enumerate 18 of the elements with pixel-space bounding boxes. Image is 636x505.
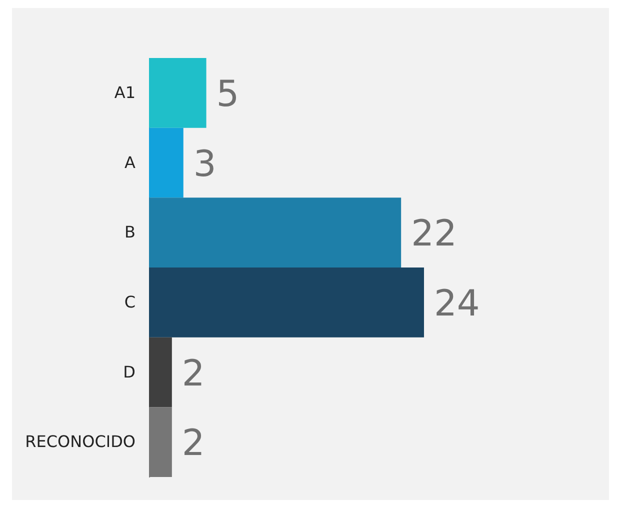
data-label: 2 [182,353,205,394]
bar [149,337,172,408]
y-tick-label: A [124,152,136,172]
bar [149,128,184,198]
y-tick-label: A1 [114,82,136,102]
data-label: 2 [182,423,205,464]
y-tick-label: RECONOCIDO [25,432,136,452]
bar [149,58,206,128]
data-label: 22 [411,214,457,255]
data-label: 5 [216,74,240,115]
data-label: 24 [434,283,480,324]
y-tick-label: D [123,362,136,382]
bar [149,268,424,338]
data-label: 3 [193,144,216,185]
bar [149,198,402,268]
y-tick-label: B [124,222,136,242]
y-tick-label: C [124,292,136,312]
bar [149,407,172,477]
